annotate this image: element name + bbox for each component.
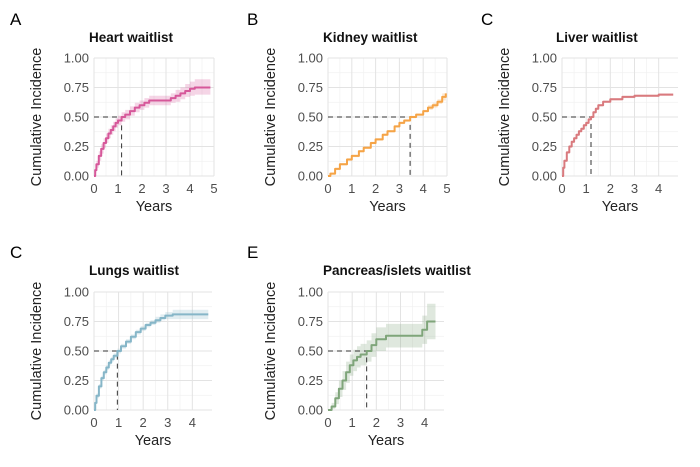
heart-ytick-label: 0.75 [64, 80, 89, 95]
lungs-xtick-label: 4 [189, 415, 196, 430]
pancreas-confidence-band [328, 303, 436, 410]
liver-ytick-label: 0.00 [532, 169, 557, 184]
kidney-xtick-label: 0 [324, 181, 331, 196]
pancreas-panel-title: Pancreas/islets waitlist [323, 263, 471, 278]
heart-xtick-label: 2 [138, 181, 145, 196]
heart-ytick-label: 0.50 [64, 110, 89, 125]
lungs-y-axis-title: Cumulative Incidence [29, 282, 45, 421]
lungs-ytick-label: 0.25 [64, 373, 89, 388]
kidney-ytick-label: 0.00 [298, 169, 323, 184]
heart-xtick-label: 5 [210, 181, 217, 196]
pancreas-xtick-label: 3 [397, 415, 404, 430]
heart-ytick-label: 0.25 [64, 139, 89, 154]
lungs-panel-letter: C [10, 243, 22, 262]
liver-y-axis-title: Cumulative Incidence [497, 48, 513, 187]
lungs-xtick-label: 2 [140, 415, 147, 430]
kidney-y-axis-title: Cumulative Incidence [263, 48, 279, 187]
kidney-panel: B Kidney waitlist 0.00 0.25 0.50 0.75 1.00 0 1 2 3… [247, 10, 451, 215]
heart-y-axis-title: Cumulative Incidence [29, 48, 45, 187]
liver-xtick-label: 0 [558, 181, 565, 196]
lungs-ytick-label: 0.75 [64, 314, 89, 329]
heart-ytick-label: 0.00 [64, 169, 89, 184]
pancreas-panel: E Pancreas/islets waitlist 0.00 0.25 0.50 0.7… [247, 243, 471, 449]
heart-panel-title: Heart waitlist [89, 30, 174, 45]
liver-panel-letter: C [481, 10, 493, 29]
pancreas-xtick-label: 4 [421, 415, 428, 430]
liver-xtick-label: 1 [583, 181, 590, 196]
kidney-panel-title: Kidney waitlist [323, 30, 418, 45]
liver-ytick-label: 0.25 [532, 139, 557, 154]
kidney-xtick-label: 1 [348, 181, 355, 196]
liver-x-axis-title: Years [602, 199, 639, 215]
pancreas-xtick-label: 1 [349, 415, 356, 430]
pancreas-y-axis-title: Cumulative Incidence [263, 282, 279, 421]
pancreas-incidence-line [328, 320, 436, 411]
lungs-ytick-label: 0.00 [64, 403, 89, 418]
heart-confidence-band [94, 79, 211, 176]
heart-incidence-line [94, 86, 211, 177]
kidney-x-axis-title: Years [369, 199, 406, 215]
heart-panel: A Heart waitlist 0.00 0.25 0.50 0.75 1.00 0 1 2 3 4… [10, 10, 218, 215]
lungs-panel-title: Lungs waitlist [89, 263, 180, 278]
liver-panel: C Liver waitlist 0.00 0.25 0.50 0.75 1.00 0 1 2 3 4… [481, 10, 678, 215]
heart-xtick-label: 0 [90, 181, 97, 196]
lungs-incidence-line [94, 313, 209, 411]
liver-ytick-label: 0.75 [532, 80, 557, 95]
kidney-ytick-label: 1.00 [298, 51, 323, 66]
kidney-xtick-label: 4 [420, 181, 427, 196]
kidney-ytick-label: 0.75 [298, 80, 323, 95]
kidney-ytick-label: 0.25 [298, 139, 323, 154]
kidney-xtick-label: 2 [372, 181, 379, 196]
pancreas-xtick-label: 2 [373, 415, 380, 430]
lungs-panel: C Lungs waitlist 0.00 0.25 0.50 0.75 1.00 0 1 2 3 4… [10, 243, 212, 449]
liver-xtick-label: 2 [607, 181, 614, 196]
kidney-ytick-label: 0.50 [298, 110, 323, 125]
pancreas-ytick-label: 1.00 [298, 285, 323, 300]
pancreas-ytick-label: 0.75 [298, 314, 323, 329]
liver-panel-title: Liver waitlist [556, 30, 638, 45]
liver-ytick-label: 0.50 [532, 110, 557, 125]
heart-panel-letter: A [10, 10, 22, 29]
lungs-xtick-label: 3 [164, 415, 171, 430]
kidney-xtick-label: 5 [443, 181, 450, 196]
lungs-ytick-label: 1.00 [64, 285, 89, 300]
liver-xtick-label: 3 [631, 181, 638, 196]
heart-xtick-label: 4 [186, 181, 193, 196]
lungs-xtick-label: 1 [115, 415, 122, 430]
heart-ytick-label: 1.00 [64, 51, 89, 66]
liver-incidence-line [562, 93, 674, 177]
liver-xtick-label: 4 [655, 181, 662, 196]
pancreas-x-axis-title: Years [368, 433, 405, 449]
lungs-ytick-label: 0.50 [64, 344, 89, 359]
pancreas-ytick-label: 0.00 [298, 403, 323, 418]
kidney-panel-letter: B [247, 10, 258, 29]
heart-xtick-label: 3 [162, 181, 169, 196]
heart-x-axis-title: Years [136, 199, 173, 215]
pancreas-panel-letter: E [247, 243, 258, 262]
pancreas-xtick-label: 0 [324, 415, 331, 430]
liver-ytick-label: 1.00 [532, 51, 557, 66]
heart-xtick-label: 1 [114, 181, 121, 196]
kidney-incidence-line [328, 93, 447, 177]
pancreas-ytick-label: 0.50 [298, 344, 323, 359]
pancreas-ytick-label: 0.25 [298, 373, 323, 388]
lungs-x-axis-title: Years [135, 433, 172, 449]
kidney-xtick-label: 3 [396, 181, 403, 196]
lungs-xtick-label: 0 [90, 415, 97, 430]
